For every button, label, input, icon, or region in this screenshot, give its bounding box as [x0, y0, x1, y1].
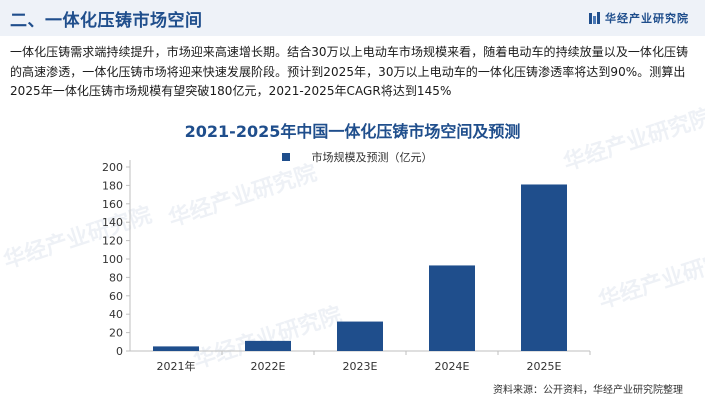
x-tick-label: 2023E — [343, 360, 378, 373]
y-tick-label: 120 — [102, 235, 123, 248]
y-tick-label: 200 — [102, 161, 123, 174]
y-tick-label: 60 — [109, 290, 123, 303]
header-bar: 二、一体化压铸市场空间 华经产业研究院 — [0, 0, 705, 36]
intro-paragraph: 一体化压铸需求端持续提升，市场迎来高速增长期。结合30万以上电动车市场规模来看，… — [10, 45, 689, 98]
x-tick-label: 2022E — [251, 360, 286, 373]
y-tick-label: 40 — [109, 308, 123, 321]
y-tick-label: 80 — [109, 271, 123, 284]
bar — [521, 184, 567, 351]
page-title: 二、一体化压铸市场空间 — [10, 11, 203, 31]
source-note: 资料来源：公开资料，华经产业研究院整理 — [493, 385, 683, 396]
legend-swatch — [282, 153, 290, 161]
legend-label: 市场规模及预测（亿元） — [312, 150, 433, 164]
x-tick-label: 2024E — [435, 360, 470, 373]
y-tick-label: 140 — [102, 216, 123, 229]
bar-chart: 市场规模及预测（亿元） 0 20 40 60 80 100 120 140 160 180 200 20… — [102, 150, 591, 373]
brand: 华经产业研究院 — [589, 10, 689, 26]
y-tick-label: 100 — [102, 253, 123, 266]
y-tick-label: 20 — [109, 327, 123, 340]
chart-title: 2021-2025年中国一体化压铸市场空间及预测 — [184, 122, 521, 141]
bar — [429, 265, 475, 351]
bar — [245, 340, 291, 351]
y-tick-label: 160 — [102, 198, 123, 211]
x-tick-label: 2021年 — [157, 359, 196, 373]
y-tick-label: 0 — [116, 345, 123, 358]
bar — [153, 346, 199, 351]
brand-logo-icon — [589, 11, 600, 24]
y-tick-label: 180 — [102, 179, 123, 192]
x-tick-label: 2025E — [527, 360, 562, 373]
bar — [337, 321, 383, 351]
brand-name: 华经产业研究院 — [605, 12, 689, 25]
